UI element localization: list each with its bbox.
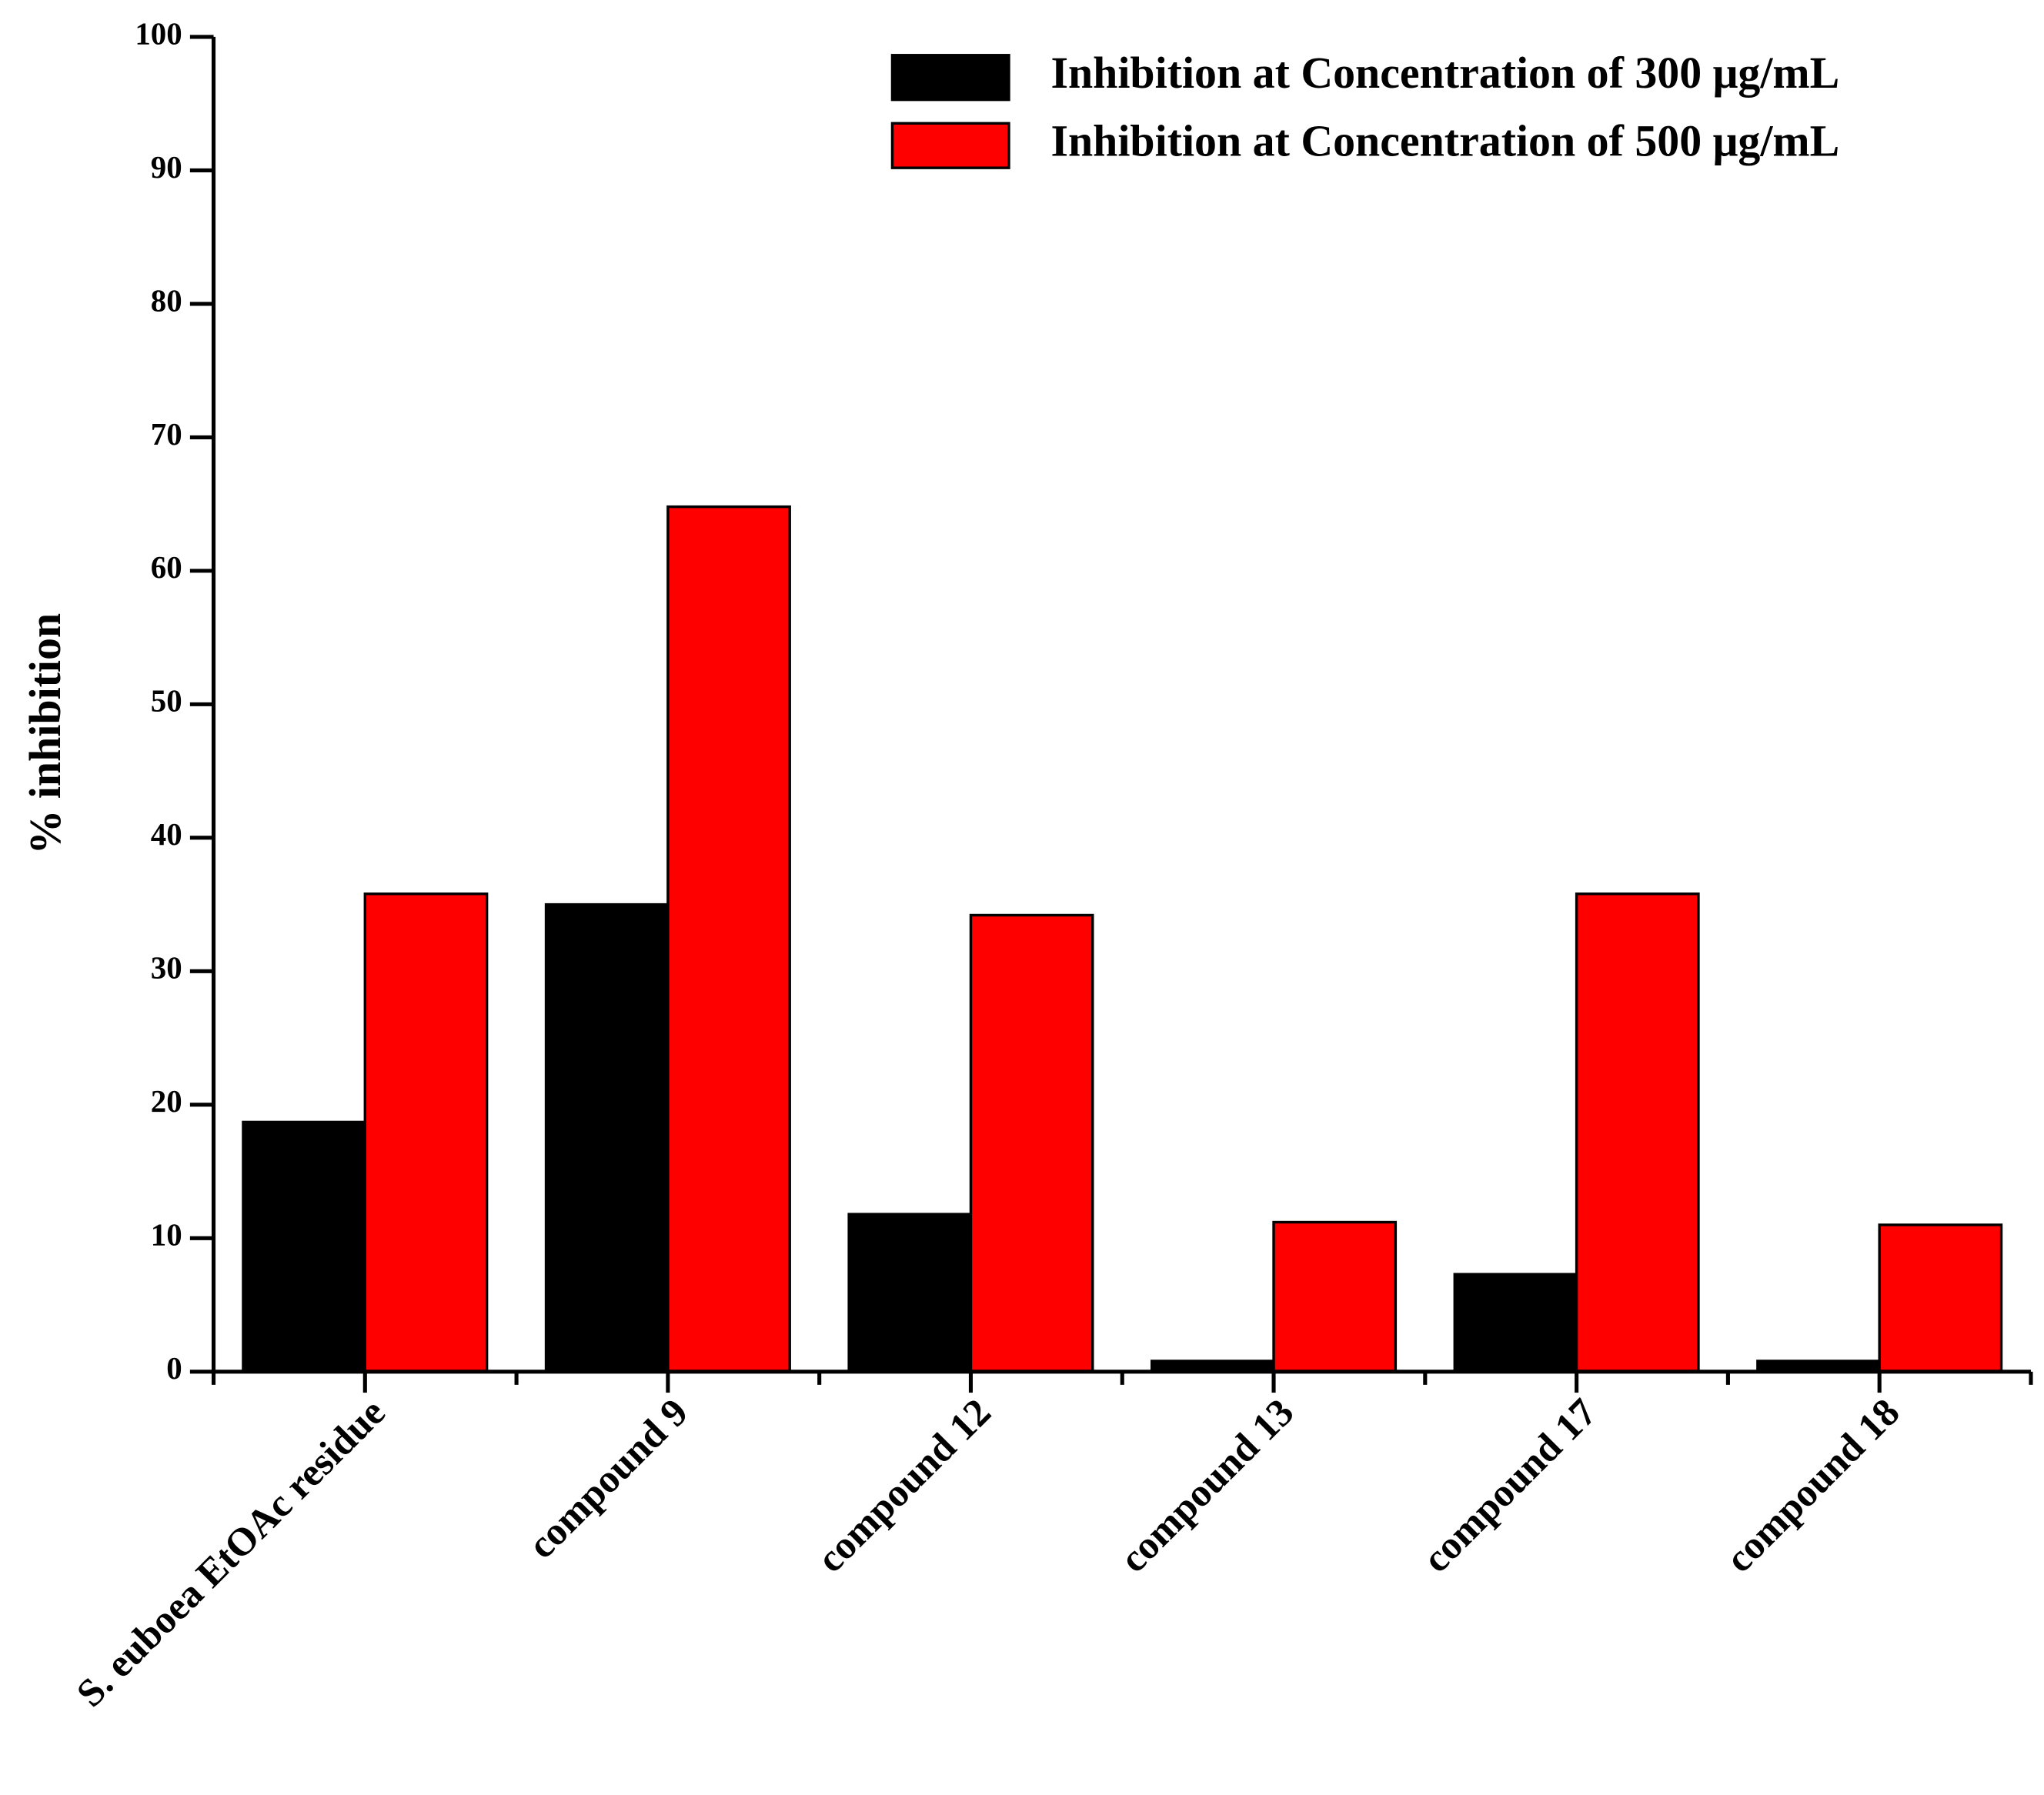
bar xyxy=(544,903,670,1373)
y-axis-label: % inhibition xyxy=(20,613,70,855)
legend-label: Inhibition at Concentration of 300 μg/mL xyxy=(1050,48,1839,98)
x-tick-label: compound 13 xyxy=(1111,1390,1302,1581)
x-tick-label: compound 9 xyxy=(519,1390,696,1567)
y-tick-label: 70 xyxy=(151,417,182,452)
legend-swatch xyxy=(890,54,1010,102)
y-tick-label: 20 xyxy=(151,1084,182,1119)
y-tick-label: 60 xyxy=(151,550,182,585)
legend-swatch xyxy=(890,122,1010,169)
bar xyxy=(666,505,791,1373)
y-tick-label: 0 xyxy=(166,1351,182,1386)
y-tick-label: 80 xyxy=(151,283,182,318)
y-tick-label: 100 xyxy=(135,16,182,51)
y-tick-label: 90 xyxy=(151,150,182,185)
x-tick-label: compound 12 xyxy=(809,1390,1000,1581)
y-tick-label: 10 xyxy=(151,1218,182,1253)
y-tick-label: 30 xyxy=(151,951,182,986)
x-tick-label: compound 18 xyxy=(1717,1390,1908,1581)
bar xyxy=(847,1213,973,1373)
bar xyxy=(969,913,1094,1373)
legend-label: Inhibition at Concentration of 500 μg/mL xyxy=(1050,116,1839,166)
bar xyxy=(1272,1220,1398,1373)
y-tick-label: 50 xyxy=(151,684,182,719)
bar xyxy=(242,1120,367,1373)
bar xyxy=(1575,892,1700,1373)
bar xyxy=(363,892,489,1373)
bar xyxy=(1453,1273,1578,1373)
x-tick-label: compound 17 xyxy=(1414,1390,1605,1581)
bar xyxy=(1878,1223,2003,1373)
y-tick-label: 40 xyxy=(151,817,182,852)
x-tick-label: S. euboea EtOAc residue xyxy=(68,1390,394,1716)
